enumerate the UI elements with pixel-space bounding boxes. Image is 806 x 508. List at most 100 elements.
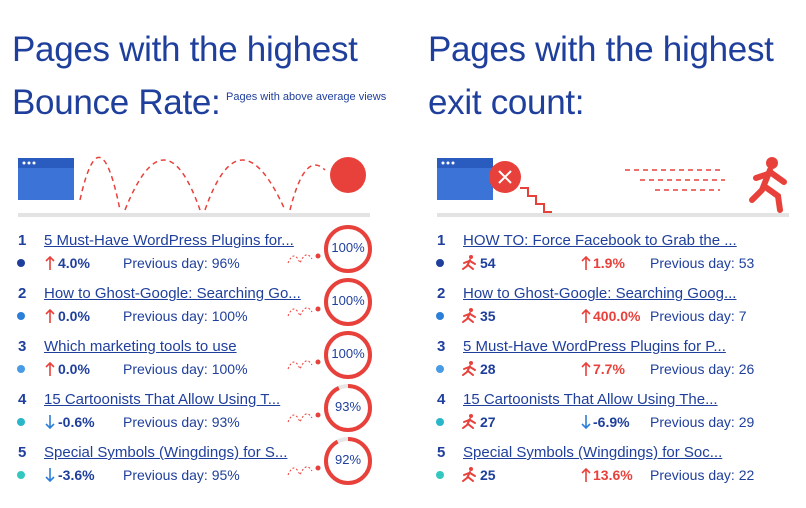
up-arrow	[45, 308, 55, 323]
page-link[interactable]: 15 Cartoonists That Allow Using T...	[44, 391, 281, 408]
page-link[interactable]: 5 Must-Have WordPress Plugins for P...	[463, 338, 726, 355]
rank: 2	[437, 285, 446, 302]
previous-day: Previous day: 100%	[123, 308, 248, 324]
ring-ball	[315, 465, 321, 471]
page-link[interactable]: HOW TO: Force Facebook to Grab the ...	[463, 232, 737, 249]
rank: 5	[437, 444, 446, 461]
up-arrow	[45, 361, 55, 376]
runner-icon	[469, 414, 473, 418]
exit-count: 25	[480, 467, 496, 483]
page-link[interactable]: How to Ghost-Google: Searching Goog...	[463, 285, 737, 302]
down-arrow	[45, 415, 55, 430]
exit-count: 54	[480, 255, 496, 271]
rank: 4	[18, 391, 27, 408]
rank: 5	[18, 444, 27, 461]
previous-day: Previous day: 96%	[123, 255, 240, 271]
change: -6.9%	[593, 414, 630, 430]
previous-day: Previous day: 93%	[123, 414, 240, 430]
rank: 2	[18, 285, 27, 302]
dot	[17, 471, 25, 479]
runner-icon	[462, 471, 476, 482]
exit-illustration	[437, 157, 789, 217]
bounce-squiggle	[287, 307, 313, 318]
change: -3.6%	[58, 467, 95, 483]
dot	[436, 312, 444, 320]
up-arrow	[581, 467, 591, 482]
ring-arc	[324, 278, 372, 326]
dot	[17, 312, 25, 320]
previous-day: Previous day: 26	[650, 361, 755, 377]
dot	[17, 259, 25, 267]
change: -0.6%	[58, 414, 95, 430]
runner-icon	[462, 259, 476, 270]
dot	[17, 418, 25, 426]
dot	[436, 259, 444, 267]
previous-day: Previous day: 53	[650, 255, 755, 271]
page-link[interactable]: How to Ghost-Google: Searching Go...	[44, 285, 301, 302]
runner-icon	[462, 418, 476, 429]
previous-day: Previous day: 95%	[123, 467, 240, 483]
bounce-squiggle	[287, 254, 313, 265]
down-arrow	[45, 468, 55, 483]
exit-title: Pages with the highest	[428, 30, 774, 69]
exit-title: exit count:	[428, 83, 585, 122]
bounce-subtitle: Pages with above average views	[226, 91, 387, 103]
change: 0.0%	[58, 308, 90, 324]
runner-icon	[469, 308, 473, 312]
ring-ball	[315, 306, 321, 312]
ring-arc	[324, 384, 372, 432]
page-link[interactable]: Special Symbols (Wingdings) for S...	[44, 444, 288, 461]
previous-day: Previous day: 7	[650, 308, 747, 324]
ring-ball	[315, 412, 321, 418]
rate-label: 100%	[331, 240, 365, 255]
up-arrow	[581, 255, 591, 270]
change: 0.0%	[58, 361, 90, 377]
bounce-illustration	[18, 156, 370, 217]
rank: 3	[437, 338, 446, 355]
bounce-squiggle	[287, 413, 313, 424]
dot	[17, 365, 25, 373]
runner-icon	[469, 361, 473, 365]
exit-count: 35	[480, 308, 496, 324]
change: 13.6%	[593, 467, 633, 483]
ring-ball	[315, 253, 321, 259]
runner-icon	[462, 312, 476, 323]
rate-label: 92%	[334, 452, 362, 467]
dot	[436, 471, 444, 479]
runner-icon	[469, 255, 473, 259]
change: 1.9%	[593, 255, 625, 271]
runner-icon	[462, 365, 476, 376]
page-link[interactable]: 15 Cartoonists That Allow Using The...	[463, 391, 718, 408]
rate-label: 93%	[334, 399, 362, 414]
ring-arc	[324, 437, 372, 485]
ring-arc	[324, 331, 372, 379]
ring-arc	[324, 225, 372, 273]
ring-ball	[315, 359, 321, 365]
rate-label: 100%	[331, 346, 365, 361]
exit-count: 27	[480, 414, 496, 430]
page-link[interactable]: Which marketing tools to use	[44, 338, 237, 355]
change: 7.7%	[593, 361, 625, 377]
up-arrow	[581, 361, 591, 376]
dot	[436, 418, 444, 426]
rank: 1	[437, 232, 446, 249]
bounce-title: Pages with the highest	[12, 30, 358, 69]
previous-day: Previous day: 22	[650, 467, 755, 483]
bounce-squiggle	[287, 466, 313, 477]
down-arrow	[581, 415, 591, 430]
bounce-squiggle	[287, 360, 313, 371]
page-link[interactable]: 5 Must-Have WordPress Plugins for...	[44, 232, 294, 249]
previous-day: Previous day: 100%	[123, 361, 248, 377]
rate-label: 100%	[331, 293, 365, 308]
up-arrow	[581, 308, 591, 323]
change: 400.0%	[593, 308, 641, 324]
rank: 4	[437, 391, 446, 408]
dot	[436, 365, 444, 373]
runner-icon	[469, 467, 473, 471]
change: 4.0%	[58, 255, 90, 271]
page-link[interactable]: Special Symbols (Wingdings) for Soc...	[463, 444, 723, 461]
previous-day: Previous day: 29	[650, 414, 755, 430]
exit-count: 28	[480, 361, 496, 377]
bounce-title: Bounce Rate:	[12, 83, 221, 122]
